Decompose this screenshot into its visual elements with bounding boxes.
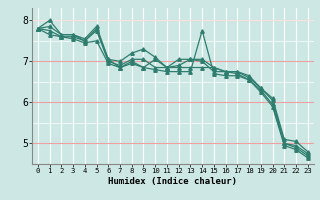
X-axis label: Humidex (Indice chaleur): Humidex (Indice chaleur): [108, 177, 237, 186]
